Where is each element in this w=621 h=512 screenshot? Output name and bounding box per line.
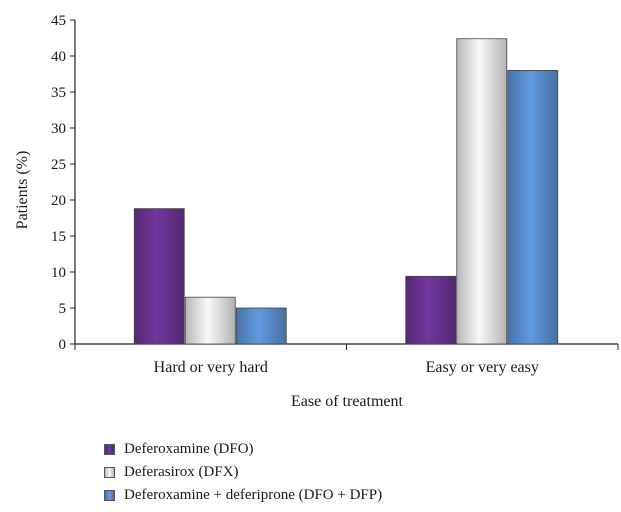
y-tick-label: 40 bbox=[51, 49, 66, 65]
legend-label: Deferoxamine (DFO) bbox=[124, 441, 254, 457]
bar bbox=[184, 296, 236, 345]
legend-label: Deferasirox (DFX) bbox=[124, 464, 239, 480]
bar bbox=[507, 70, 559, 345]
y-tick-label: 20 bbox=[51, 193, 66, 209]
y-tick-label: 5 bbox=[59, 301, 67, 317]
legend-label: Deferoxamine + deferiprone (DFO + DFP) bbox=[124, 487, 383, 503]
bar-chart: 0 5 10 15 20 25 30 35 40 45 Hard or very hard Easy… bbox=[14, 13, 619, 410]
y-axis: 0 5 10 15 20 25 30 35 40 45 bbox=[51, 13, 76, 353]
y-tick-label: 30 bbox=[51, 121, 66, 137]
bars-group bbox=[133, 38, 559, 345]
x-axis-label: Ease of treatment bbox=[291, 393, 404, 410]
legend: Deferoxamine (DFO) Deferasirox (DFX) Defer… bbox=[104, 438, 382, 507]
bar bbox=[456, 38, 508, 345]
y-tick-label: 25 bbox=[51, 157, 66, 173]
legend-item: Deferoxamine (DFO) bbox=[104, 438, 382, 461]
x-tick-label: Hard or very hard bbox=[154, 359, 268, 376]
legend-item: Deferoxamine + deferiprone (DFO + DFP) bbox=[104, 484, 382, 507]
legend-swatch bbox=[104, 490, 115, 501]
y-axis-label: Patients (%) bbox=[14, 151, 31, 230]
legend-swatch bbox=[104, 467, 115, 478]
y-tick-label: 15 bbox=[51, 229, 66, 245]
x-axis: Hard or very hard Easy or very easy bbox=[74, 343, 619, 376]
bar bbox=[133, 208, 185, 345]
y-tick-label: 10 bbox=[51, 265, 66, 281]
legend-item: Deferasirox (DFX) bbox=[104, 461, 382, 484]
bar bbox=[405, 275, 457, 345]
y-tick-label: 45 bbox=[51, 13, 66, 29]
y-tick-label: 0 bbox=[59, 337, 67, 353]
x-tick-label: Easy or very easy bbox=[426, 359, 539, 376]
legend-swatch bbox=[104, 444, 115, 455]
y-tick-label: 35 bbox=[51, 85, 66, 101]
bar bbox=[235, 307, 287, 345]
